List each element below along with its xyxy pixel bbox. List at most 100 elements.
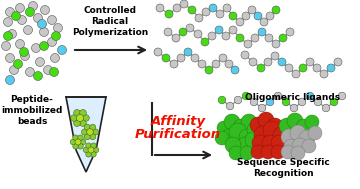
Circle shape <box>306 92 314 100</box>
Circle shape <box>292 70 300 78</box>
Circle shape <box>91 143 96 148</box>
Circle shape <box>177 54 185 62</box>
Circle shape <box>292 138 308 154</box>
Circle shape <box>44 66 53 74</box>
Text: Controlled
Radical
Polymerization: Controlled Radical Polymerization <box>72 6 148 37</box>
Circle shape <box>21 51 30 60</box>
Circle shape <box>80 120 86 126</box>
Circle shape <box>50 53 59 63</box>
Circle shape <box>225 60 233 68</box>
Circle shape <box>264 58 272 66</box>
Circle shape <box>308 126 322 140</box>
Circle shape <box>241 51 249 59</box>
Circle shape <box>251 34 259 42</box>
Circle shape <box>290 104 298 112</box>
Circle shape <box>239 129 255 145</box>
Circle shape <box>90 134 96 140</box>
Circle shape <box>90 124 96 130</box>
Circle shape <box>285 64 293 72</box>
Circle shape <box>229 26 237 34</box>
Circle shape <box>242 92 250 100</box>
Circle shape <box>231 66 239 74</box>
Circle shape <box>165 10 173 18</box>
Circle shape <box>224 114 240 130</box>
Circle shape <box>217 121 231 135</box>
Circle shape <box>257 64 265 72</box>
Circle shape <box>247 122 263 138</box>
Circle shape <box>83 115 89 121</box>
Circle shape <box>208 32 216 40</box>
Circle shape <box>254 12 262 20</box>
Circle shape <box>8 29 17 39</box>
Circle shape <box>313 64 321 72</box>
Circle shape <box>221 129 237 145</box>
Circle shape <box>249 58 257 66</box>
Circle shape <box>87 129 93 135</box>
Circle shape <box>80 139 86 145</box>
Circle shape <box>40 42 49 50</box>
Circle shape <box>258 104 266 112</box>
Circle shape <box>78 144 83 149</box>
Circle shape <box>223 4 231 12</box>
Circle shape <box>278 58 286 66</box>
Circle shape <box>209 4 217 12</box>
Circle shape <box>179 28 187 36</box>
Circle shape <box>291 146 305 160</box>
Circle shape <box>48 37 57 46</box>
Circle shape <box>32 43 40 53</box>
Circle shape <box>215 26 223 34</box>
Circle shape <box>195 14 203 22</box>
Circle shape <box>252 135 268 151</box>
Circle shape <box>306 58 314 66</box>
Circle shape <box>250 117 266 133</box>
Text: Purification: Purification <box>135 128 221 141</box>
Circle shape <box>234 96 242 104</box>
Circle shape <box>73 135 78 140</box>
Circle shape <box>334 58 342 66</box>
Circle shape <box>15 4 24 12</box>
Circle shape <box>273 127 289 143</box>
Circle shape <box>266 12 274 20</box>
Circle shape <box>15 40 24 49</box>
Circle shape <box>81 129 87 135</box>
Circle shape <box>258 112 274 128</box>
Circle shape <box>5 53 14 63</box>
Circle shape <box>271 145 285 159</box>
Circle shape <box>70 139 76 145</box>
Circle shape <box>184 48 192 56</box>
Circle shape <box>84 134 90 140</box>
Circle shape <box>330 98 338 106</box>
Circle shape <box>286 28 294 36</box>
Circle shape <box>74 120 80 126</box>
Circle shape <box>86 152 91 157</box>
Circle shape <box>265 34 273 42</box>
Circle shape <box>9 66 18 74</box>
Circle shape <box>91 152 96 157</box>
Circle shape <box>88 147 94 153</box>
Circle shape <box>284 139 298 153</box>
Circle shape <box>258 28 266 36</box>
Circle shape <box>218 96 226 104</box>
Circle shape <box>84 124 90 130</box>
Circle shape <box>302 139 316 153</box>
Circle shape <box>76 114 84 122</box>
Circle shape <box>51 32 60 40</box>
Circle shape <box>78 135 83 140</box>
Circle shape <box>296 119 312 135</box>
Circle shape <box>36 57 45 67</box>
Circle shape <box>33 13 42 22</box>
Circle shape <box>287 113 303 129</box>
Circle shape <box>267 118 283 134</box>
Circle shape <box>5 8 14 16</box>
Circle shape <box>26 67 35 77</box>
Circle shape <box>281 129 297 145</box>
Circle shape <box>23 26 32 35</box>
Circle shape <box>262 135 278 151</box>
Circle shape <box>5 75 14 84</box>
Circle shape <box>236 18 244 26</box>
Circle shape <box>271 135 287 151</box>
Circle shape <box>191 54 199 62</box>
Circle shape <box>170 60 178 68</box>
Circle shape <box>279 118 295 134</box>
Circle shape <box>28 2 37 11</box>
